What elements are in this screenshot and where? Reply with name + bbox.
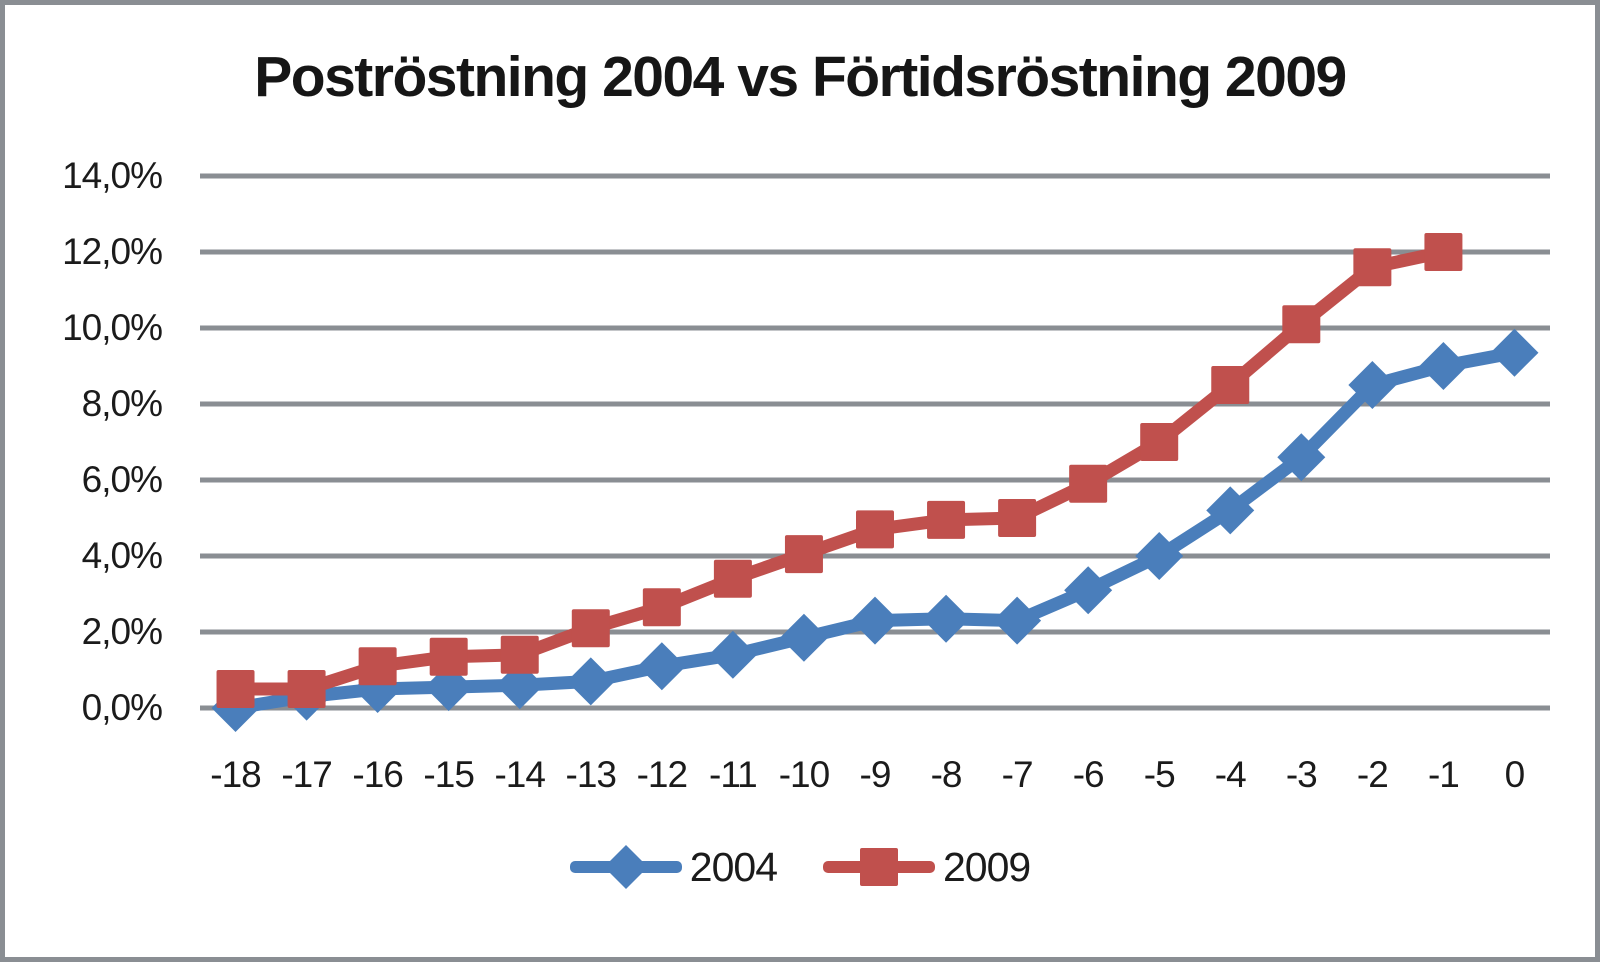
y-tick-label: 12,0%	[62, 231, 163, 272]
data-point-2004	[566, 657, 615, 706]
x-tick-label: -18	[210, 754, 261, 795]
data-point-2004	[1277, 433, 1326, 482]
data-point-2004	[637, 642, 686, 691]
x-tick-label: -11	[709, 754, 758, 795]
data-point-2004	[708, 630, 757, 679]
data-point-2004	[1206, 486, 1255, 535]
x-tick-label: -16	[352, 754, 403, 795]
legend: 2004 2009	[0, 843, 1600, 891]
diamond-marker-icon	[569, 845, 682, 889]
chart-title: Poströstning 2004 vs Förtidsröstning 200…	[254, 45, 1347, 109]
data-point-2004	[1135, 532, 1184, 580]
data-point-2004	[1064, 566, 1113, 615]
data-point-2004	[851, 596, 899, 645]
data-point-2004	[993, 596, 1042, 645]
x-tick-label: -1	[1427, 754, 1460, 795]
y-axis-labels: 14,0% 12,0% 10,0% 8,0% 6,0% 4,0% 2,0% 0,0%	[0, 0, 170, 962]
x-tick-label: -8	[930, 754, 963, 795]
data-point-2004	[1419, 342, 1468, 390]
data-point-2009	[1353, 248, 1392, 287]
y-tick-label: 4,0%	[81, 535, 163, 576]
data-point-2009	[998, 499, 1037, 537]
data-point-2009	[1140, 423, 1179, 461]
x-tick-label: -5	[1143, 754, 1176, 795]
x-tick-label: -4	[1214, 754, 1247, 795]
y-tick-label: 6,0%	[81, 459, 163, 500]
x-tick-label: -2	[1356, 754, 1389, 795]
x-tick-label: -14	[494, 754, 545, 795]
y-tick-label: 8,0%	[81, 383, 163, 424]
data-point-2009	[1424, 233, 1463, 271]
legend-diamond-glyph	[603, 845, 648, 889]
data-point-2009	[500, 635, 539, 674]
x-tick-label: -3	[1285, 754, 1318, 795]
legend-label-2009: 2009	[943, 843, 1031, 890]
data-point-2004	[1490, 328, 1539, 377]
data-point-2009	[784, 535, 823, 574]
legend-square-glyph	[860, 848, 898, 886]
x-tick-label: -15	[423, 754, 474, 795]
x-tick-label: -6	[1072, 754, 1105, 795]
legend-item-2009: 2009	[823, 843, 1031, 891]
x-tick-label: 0	[1504, 754, 1526, 795]
data-point-2009	[358, 647, 397, 686]
legend-label-2004: 2004	[689, 843, 778, 890]
data-point-2009	[927, 500, 966, 539]
legend-item-2004: 2004	[569, 843, 778, 891]
x-tick-label: -12	[636, 754, 688, 795]
y-tick-label: 2,0%	[81, 611, 163, 652]
data-point-2004	[1348, 361, 1397, 409]
data-point-2009	[287, 670, 326, 708]
data-point-2009	[1282, 305, 1321, 344]
x-tick-label: -7	[1001, 754, 1034, 795]
data-point-2009	[1069, 464, 1108, 503]
data-point-2004	[779, 613, 828, 662]
x-tick-label: -17	[281, 754, 332, 795]
square-marker-icon	[823, 848, 935, 886]
data-point-2009	[1211, 366, 1250, 404]
x-tick-label: -9	[859, 754, 892, 795]
x-tick-label: -13	[565, 754, 617, 795]
y-tick-label: 10,0%	[62, 307, 163, 348]
data-point-2009	[856, 510, 894, 549]
data-point-2009	[642, 588, 681, 627]
data-point-2009	[216, 670, 255, 708]
data-point-2009	[571, 609, 610, 648]
data-point-2009	[713, 559, 752, 598]
data-point-2004	[922, 594, 971, 643]
data-point-2009	[429, 637, 468, 676]
y-tick-label: 0,0%	[81, 687, 163, 728]
x-tick-label: -10	[778, 754, 830, 795]
y-tick-label: 14,0%	[62, 155, 163, 196]
